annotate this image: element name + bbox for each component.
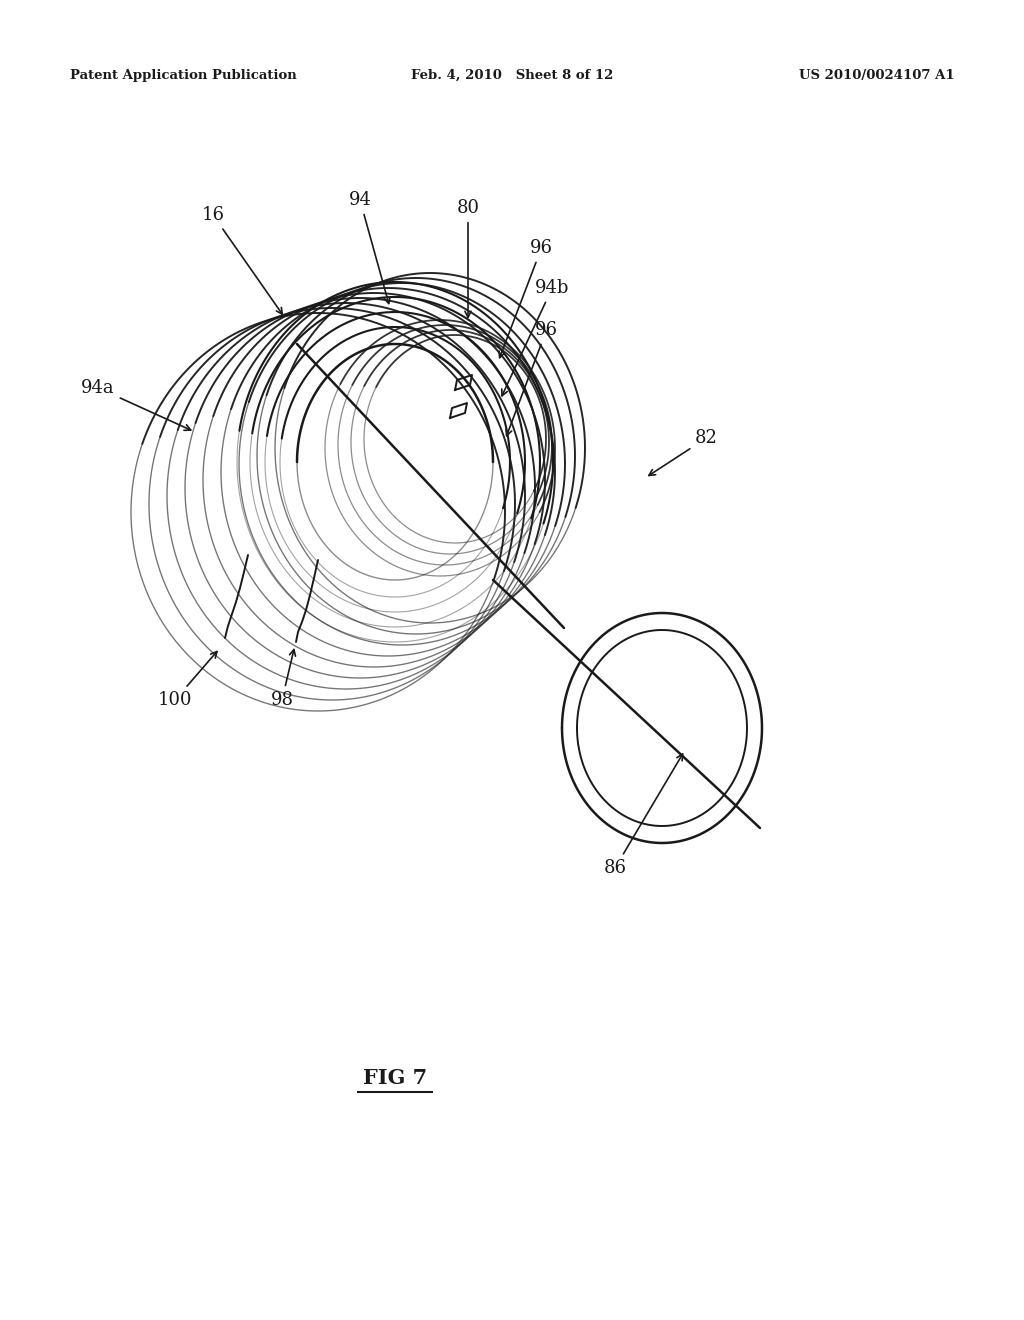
Text: Feb. 4, 2010   Sheet 8 of 12: Feb. 4, 2010 Sheet 8 of 12 (411, 69, 613, 82)
Text: FIG 7: FIG 7 (362, 1068, 427, 1088)
Text: Patent Application Publication: Patent Application Publication (70, 69, 297, 82)
Text: 82: 82 (649, 429, 718, 475)
Text: 98: 98 (270, 649, 296, 709)
Text: 80: 80 (457, 199, 479, 317)
Text: 100: 100 (158, 652, 217, 709)
Text: 96: 96 (499, 239, 553, 358)
Text: 94a: 94a (81, 379, 190, 430)
Text: 94: 94 (348, 191, 390, 304)
Text: 96: 96 (506, 321, 558, 436)
Text: US 2010/0024107 A1: US 2010/0024107 A1 (800, 69, 955, 82)
Text: 86: 86 (603, 754, 683, 876)
Text: 16: 16 (202, 206, 283, 314)
Text: 94b: 94b (502, 279, 569, 396)
